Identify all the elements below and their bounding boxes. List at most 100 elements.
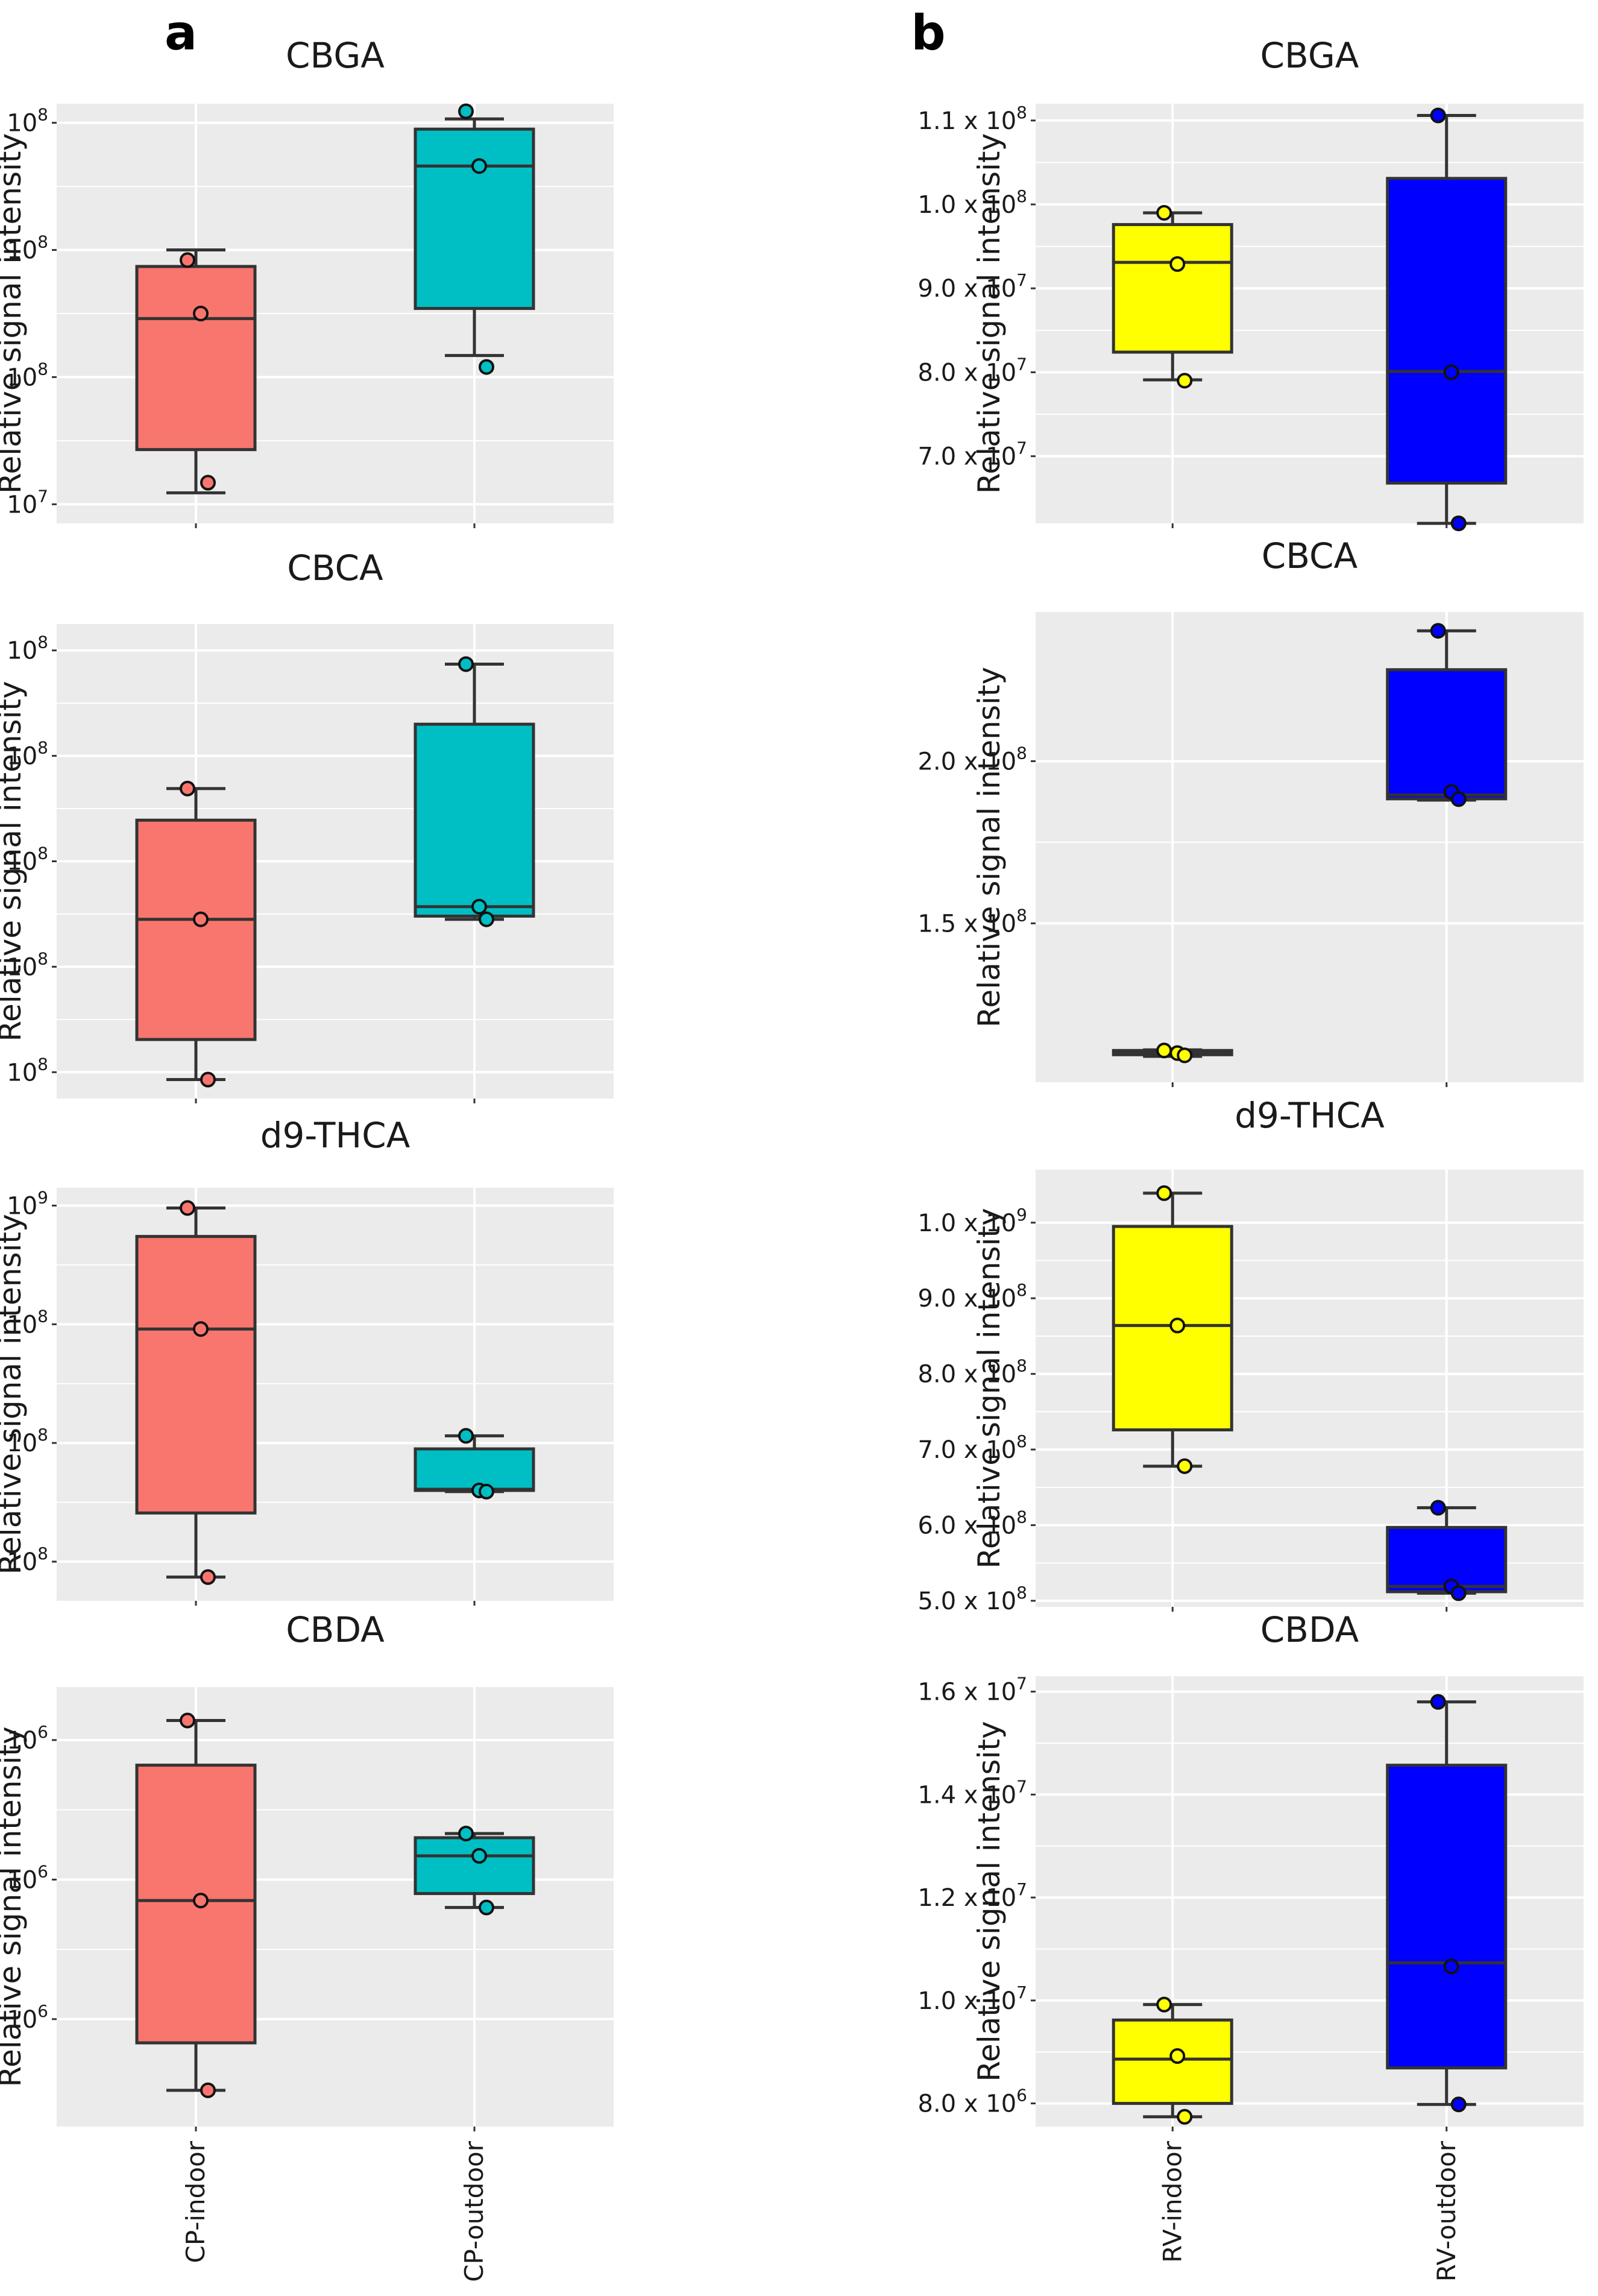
panel-label-a: a xyxy=(165,5,197,61)
y-axis-label: Relative signal intensity xyxy=(0,1726,28,2087)
y-tick-label: 1.0 x 107 xyxy=(918,1982,1027,2015)
data-point xyxy=(1177,2108,1193,2125)
data-point xyxy=(471,1848,487,1864)
y-tick-label: 2.0 x 108 xyxy=(918,743,1027,775)
y-tick-label: 1.0 x 108 xyxy=(918,186,1027,219)
box-CP-outdoor xyxy=(414,1428,535,1500)
box-RV-outdoor xyxy=(1386,623,1508,807)
y-tick-label: 8.0 x 106 xyxy=(918,2086,1027,2118)
y-tick-label: 1.1 x 108 xyxy=(0,232,48,265)
box-iqr xyxy=(1386,1764,1508,2070)
y-tick-label: 1.2 x 108 xyxy=(0,1054,48,1086)
box-CP-indoor xyxy=(135,1712,257,2098)
box-RV-indoor xyxy=(1112,1996,1233,2125)
data-point xyxy=(1450,791,1467,807)
box-RV-indoor xyxy=(1112,1042,1233,1064)
data-point xyxy=(200,2082,216,2098)
panel-label-b: b xyxy=(911,5,945,61)
box-CP-outdoor xyxy=(414,103,535,375)
box-CP-outdoor xyxy=(414,656,535,927)
y-tick-label: 9.0 x 107 xyxy=(918,270,1027,303)
box-iqr xyxy=(135,1235,257,1515)
data-point xyxy=(193,911,209,927)
chart-title: d9-THCA xyxy=(1235,1095,1385,1136)
box-CP-indoor xyxy=(135,780,257,1088)
y-tick-label: 9.0 x 108 xyxy=(918,1280,1027,1313)
box-iqr xyxy=(414,127,535,311)
y-axis-label: Relative signal intensity xyxy=(972,133,1007,494)
y-tick-label: 6.0 x 108 xyxy=(918,1507,1027,1540)
box-iqr xyxy=(414,1447,535,1492)
data-point xyxy=(1430,1694,1446,1710)
chart-b-thca: d9-THCA Relative signal intensity 5.0 x 10… xyxy=(918,1095,1584,1615)
data-point xyxy=(193,1893,209,1909)
y-tick-label: 1.1 x 108 xyxy=(918,102,1027,135)
data-point xyxy=(1177,1047,1193,1064)
y-tick-label: 8.0 x 108 xyxy=(0,1425,48,1457)
data-point xyxy=(1156,1185,1172,1201)
data-point xyxy=(1169,1317,1186,1334)
box-iqr xyxy=(414,722,535,918)
data-point xyxy=(471,898,487,915)
data-point xyxy=(200,475,216,491)
y-axis-label: Relative signal intensity xyxy=(0,133,28,494)
y-tick-label: 7.0 x 107 xyxy=(918,438,1027,471)
y-tick-label: 1.2 x 107 xyxy=(918,1879,1027,1912)
data-point xyxy=(479,1483,494,1500)
y-tick-label: 1.0 x 109 xyxy=(0,1188,48,1220)
data-point xyxy=(471,158,487,174)
box-RV-indoor xyxy=(1112,204,1233,389)
data-point xyxy=(1443,1958,1459,1975)
chart-title: CBDA xyxy=(286,1609,385,1650)
y-axis-label: Relative signal intensity xyxy=(0,681,28,1041)
box-iqr xyxy=(135,818,257,1041)
data-point xyxy=(1450,2096,1467,2113)
data-point xyxy=(458,1428,474,1444)
data-point xyxy=(458,656,474,672)
data-point xyxy=(180,1200,195,1216)
box-CP-indoor xyxy=(135,1200,257,1585)
y-tick-label: 1.6 x 108 xyxy=(0,632,48,665)
chart-a-cbga: CBGA Relative signal intensity9.0 x 107 1.… xyxy=(0,35,614,528)
data-point xyxy=(458,103,474,119)
y-tick-label: 1.0 x 109 xyxy=(918,1205,1027,1237)
box-RV-outdoor xyxy=(1386,1694,1508,2113)
data-point xyxy=(1430,623,1446,639)
data-point xyxy=(1443,364,1459,380)
data-point xyxy=(193,1321,209,1337)
x-tick-label: RV-indoor xyxy=(1157,2140,1187,2263)
data-point xyxy=(200,1569,216,1585)
box-CP-indoor xyxy=(135,248,257,494)
y-tick-label: 9.0 x 106 xyxy=(0,1722,48,1755)
chart-b-cbda: CBDA Relative signal intensity 8.0 x 106 1.… xyxy=(918,1609,1584,2282)
chart-title: d9-THCA xyxy=(260,1115,411,1156)
box-RV-outdoor xyxy=(1386,107,1508,531)
x-tick-label: CP-outdoor xyxy=(459,2140,489,2282)
y-tick-label: 8.0 x 106 xyxy=(0,1861,48,1894)
y-axis-label: Relative signal intensity xyxy=(972,667,1007,1027)
data-point xyxy=(1156,1996,1172,2013)
y-tick-label: 7.0 x 108 xyxy=(0,1544,48,1576)
data-point xyxy=(1177,373,1193,389)
chart-title: CBDA xyxy=(1260,1609,1359,1650)
data-point xyxy=(1156,204,1172,221)
y-tick-label: 1.5 x 108 xyxy=(918,905,1027,938)
data-point xyxy=(180,780,195,796)
chart-title: CBGA xyxy=(286,35,385,76)
data-point xyxy=(479,1899,494,1916)
chart-title: CBGA xyxy=(1260,35,1359,76)
chart-a-cbca: CBCA Relative signal intensity 1.2 x 108 1.… xyxy=(0,547,614,1103)
y-tick-label: 1.4 x 107 xyxy=(918,1776,1027,1809)
data-point xyxy=(193,306,209,321)
box-RV-outdoor xyxy=(1386,1500,1508,1601)
y-tick-label: 1.3 x 108 xyxy=(0,948,48,981)
y-tick-label: 1.2 x 108 xyxy=(0,105,48,137)
y-tick-label: 8.0 x 107 xyxy=(918,354,1027,386)
box-iqr xyxy=(135,265,257,452)
box-RV-indoor xyxy=(1112,1185,1233,1474)
